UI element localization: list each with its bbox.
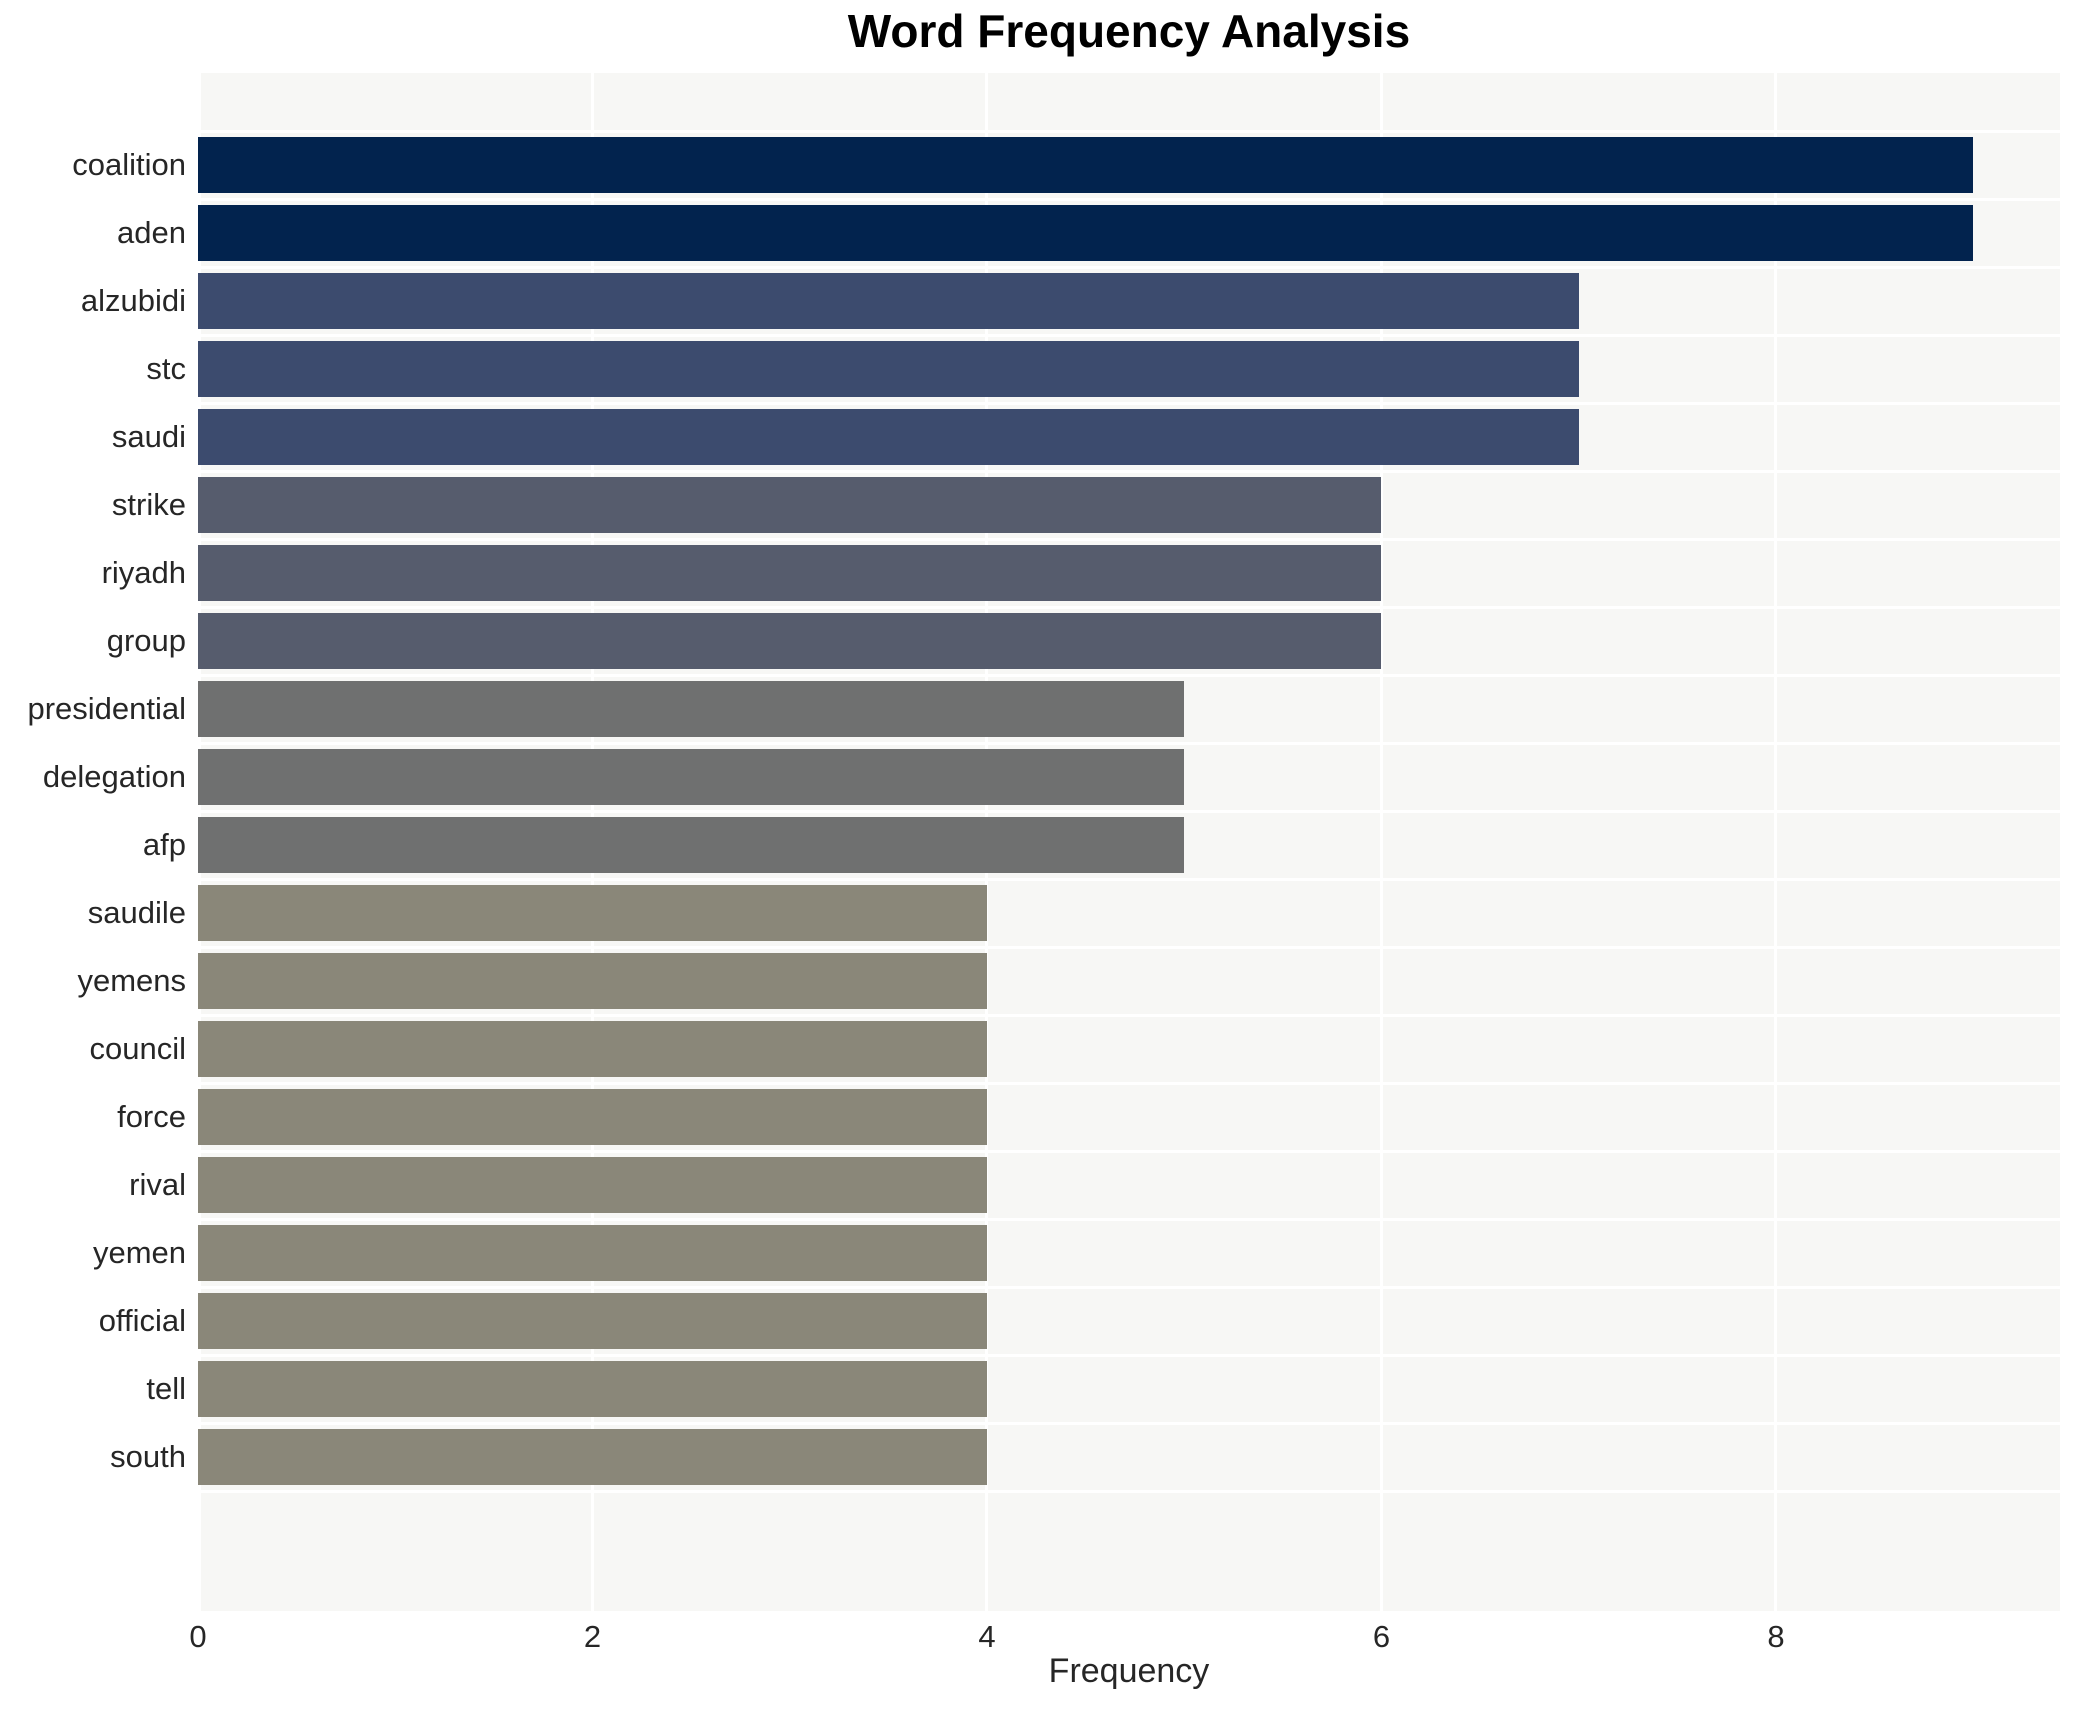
horizontal-gridline	[198, 265, 2060, 269]
y-tick-label-yemens: yemens	[77, 963, 186, 998]
bar-yemen	[198, 1225, 987, 1281]
x-tick-label: 6	[1372, 1619, 1391, 1654]
y-tick-label-riyadh: riyadh	[101, 555, 186, 590]
horizontal-gridline	[198, 741, 2060, 745]
y-tick-label-group: group	[106, 623, 186, 658]
y-tick-label-strike: strike	[111, 487, 186, 522]
horizontal-gridline	[198, 197, 2060, 201]
bar-rival	[198, 1157, 987, 1213]
y-tick-label-rival: rival	[129, 1167, 186, 1202]
horizontal-gridline	[198, 1149, 2060, 1153]
horizontal-gridline	[198, 945, 2060, 949]
y-tick-label-force: force	[117, 1099, 186, 1134]
horizontal-gridline	[198, 401, 2060, 405]
horizontal-gridline	[198, 1081, 2060, 1085]
y-tick-label-alzubidi: alzubidi	[80, 283, 186, 318]
horizontal-gridline	[198, 537, 2060, 541]
y-tick-label-stc: stc	[146, 351, 186, 386]
horizontal-gridline	[198, 673, 2060, 677]
y-tick-label-presidential: presidential	[27, 691, 186, 726]
horizontal-gridline	[198, 605, 2060, 609]
y-tick-label-saudi: saudi	[111, 419, 186, 454]
y-tick-label-delegation: delegation	[42, 759, 186, 794]
bar-group	[198, 613, 1382, 669]
horizontal-gridline	[198, 469, 2060, 473]
horizontal-gridline	[198, 1421, 2060, 1425]
y-tick-label-aden: aden	[117, 215, 186, 250]
x-tick-label: 8	[1767, 1619, 1785, 1654]
y-tick-label-yemen: yemen	[92, 1235, 186, 1270]
bar-riyadh	[198, 545, 1382, 601]
horizontal-gridline	[198, 809, 2060, 813]
bar-delegation	[198, 749, 1185, 805]
bar-presidential	[198, 681, 1185, 737]
bar-south	[198, 1429, 987, 1485]
x-tick-label: 4	[978, 1619, 996, 1654]
bar-official	[198, 1293, 987, 1349]
x-tick-label: 2	[583, 1619, 602, 1654]
bar-saudile	[198, 885, 987, 941]
bar-coalition	[198, 137, 1974, 193]
y-tick-label-afp: afp	[142, 827, 186, 862]
horizontal-gridline	[198, 129, 2060, 133]
x-axis-title: Frequency	[1048, 1652, 1210, 1690]
y-tick-label-official: official	[98, 1303, 186, 1338]
vertical-gridline	[1379, 73, 1383, 1611]
horizontal-gridline	[198, 1013, 2060, 1017]
bar-aden	[198, 205, 1974, 261]
y-tick-label-council: council	[89, 1031, 187, 1066]
bar-stc	[198, 341, 1579, 397]
bar-force	[198, 1089, 987, 1145]
bar-saudi	[198, 409, 1579, 465]
y-tick-label-tell: tell	[146, 1371, 186, 1406]
horizontal-gridline	[198, 877, 2060, 881]
horizontal-gridline	[198, 1489, 2060, 1493]
y-tick-label-south: south	[110, 1439, 186, 1474]
bar-alzubidi	[198, 273, 1579, 329]
horizontal-gridline	[198, 1217, 2060, 1221]
bar-tell	[198, 1361, 987, 1417]
bar-afp	[198, 817, 1185, 873]
y-tick-label-saudile: saudile	[87, 895, 186, 930]
bar-strike	[198, 477, 1382, 533]
horizontal-gridline	[198, 1285, 2060, 1289]
chart-title: Word Frequency Analysis	[847, 5, 1411, 57]
x-tick-label: 0	[189, 1619, 207, 1654]
plot-area	[198, 73, 2060, 1611]
bar-yemens	[198, 953, 987, 1009]
vertical-gridline	[1774, 73, 1778, 1611]
horizontal-gridline	[198, 1353, 2060, 1357]
bar-council	[198, 1021, 987, 1077]
y-tick-label-coalition: coalition	[72, 147, 186, 182]
horizontal-gridline	[198, 333, 2060, 337]
